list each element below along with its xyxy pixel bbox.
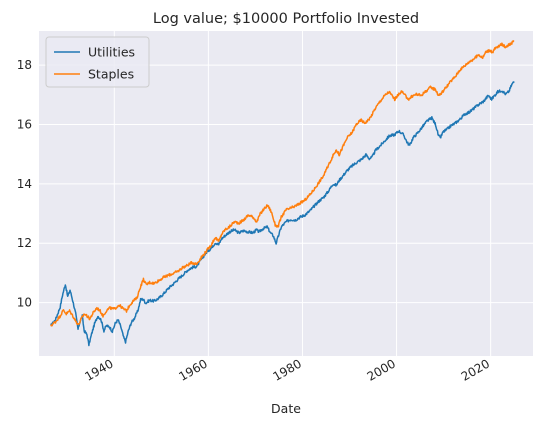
y-tick-label: 18 [17,58,32,72]
series-lines [50,40,515,347]
series-line-staples [50,40,515,327]
legend-label: Utilities [88,45,135,60]
chart-title: Log value; $10000 Portfolio Invested [153,11,419,27]
y-tick-label: 12 [17,236,32,250]
y-tick-label: 14 [17,177,32,191]
series-line-utilities [50,81,515,347]
grid [39,31,533,356]
x-axis-label: Date [271,401,301,416]
legend-label: Staples [88,67,134,82]
legend: Utilities Staples [45,36,150,88]
y-tick-label: 16 [17,117,32,131]
y-tick-label: 10 [17,296,32,310]
